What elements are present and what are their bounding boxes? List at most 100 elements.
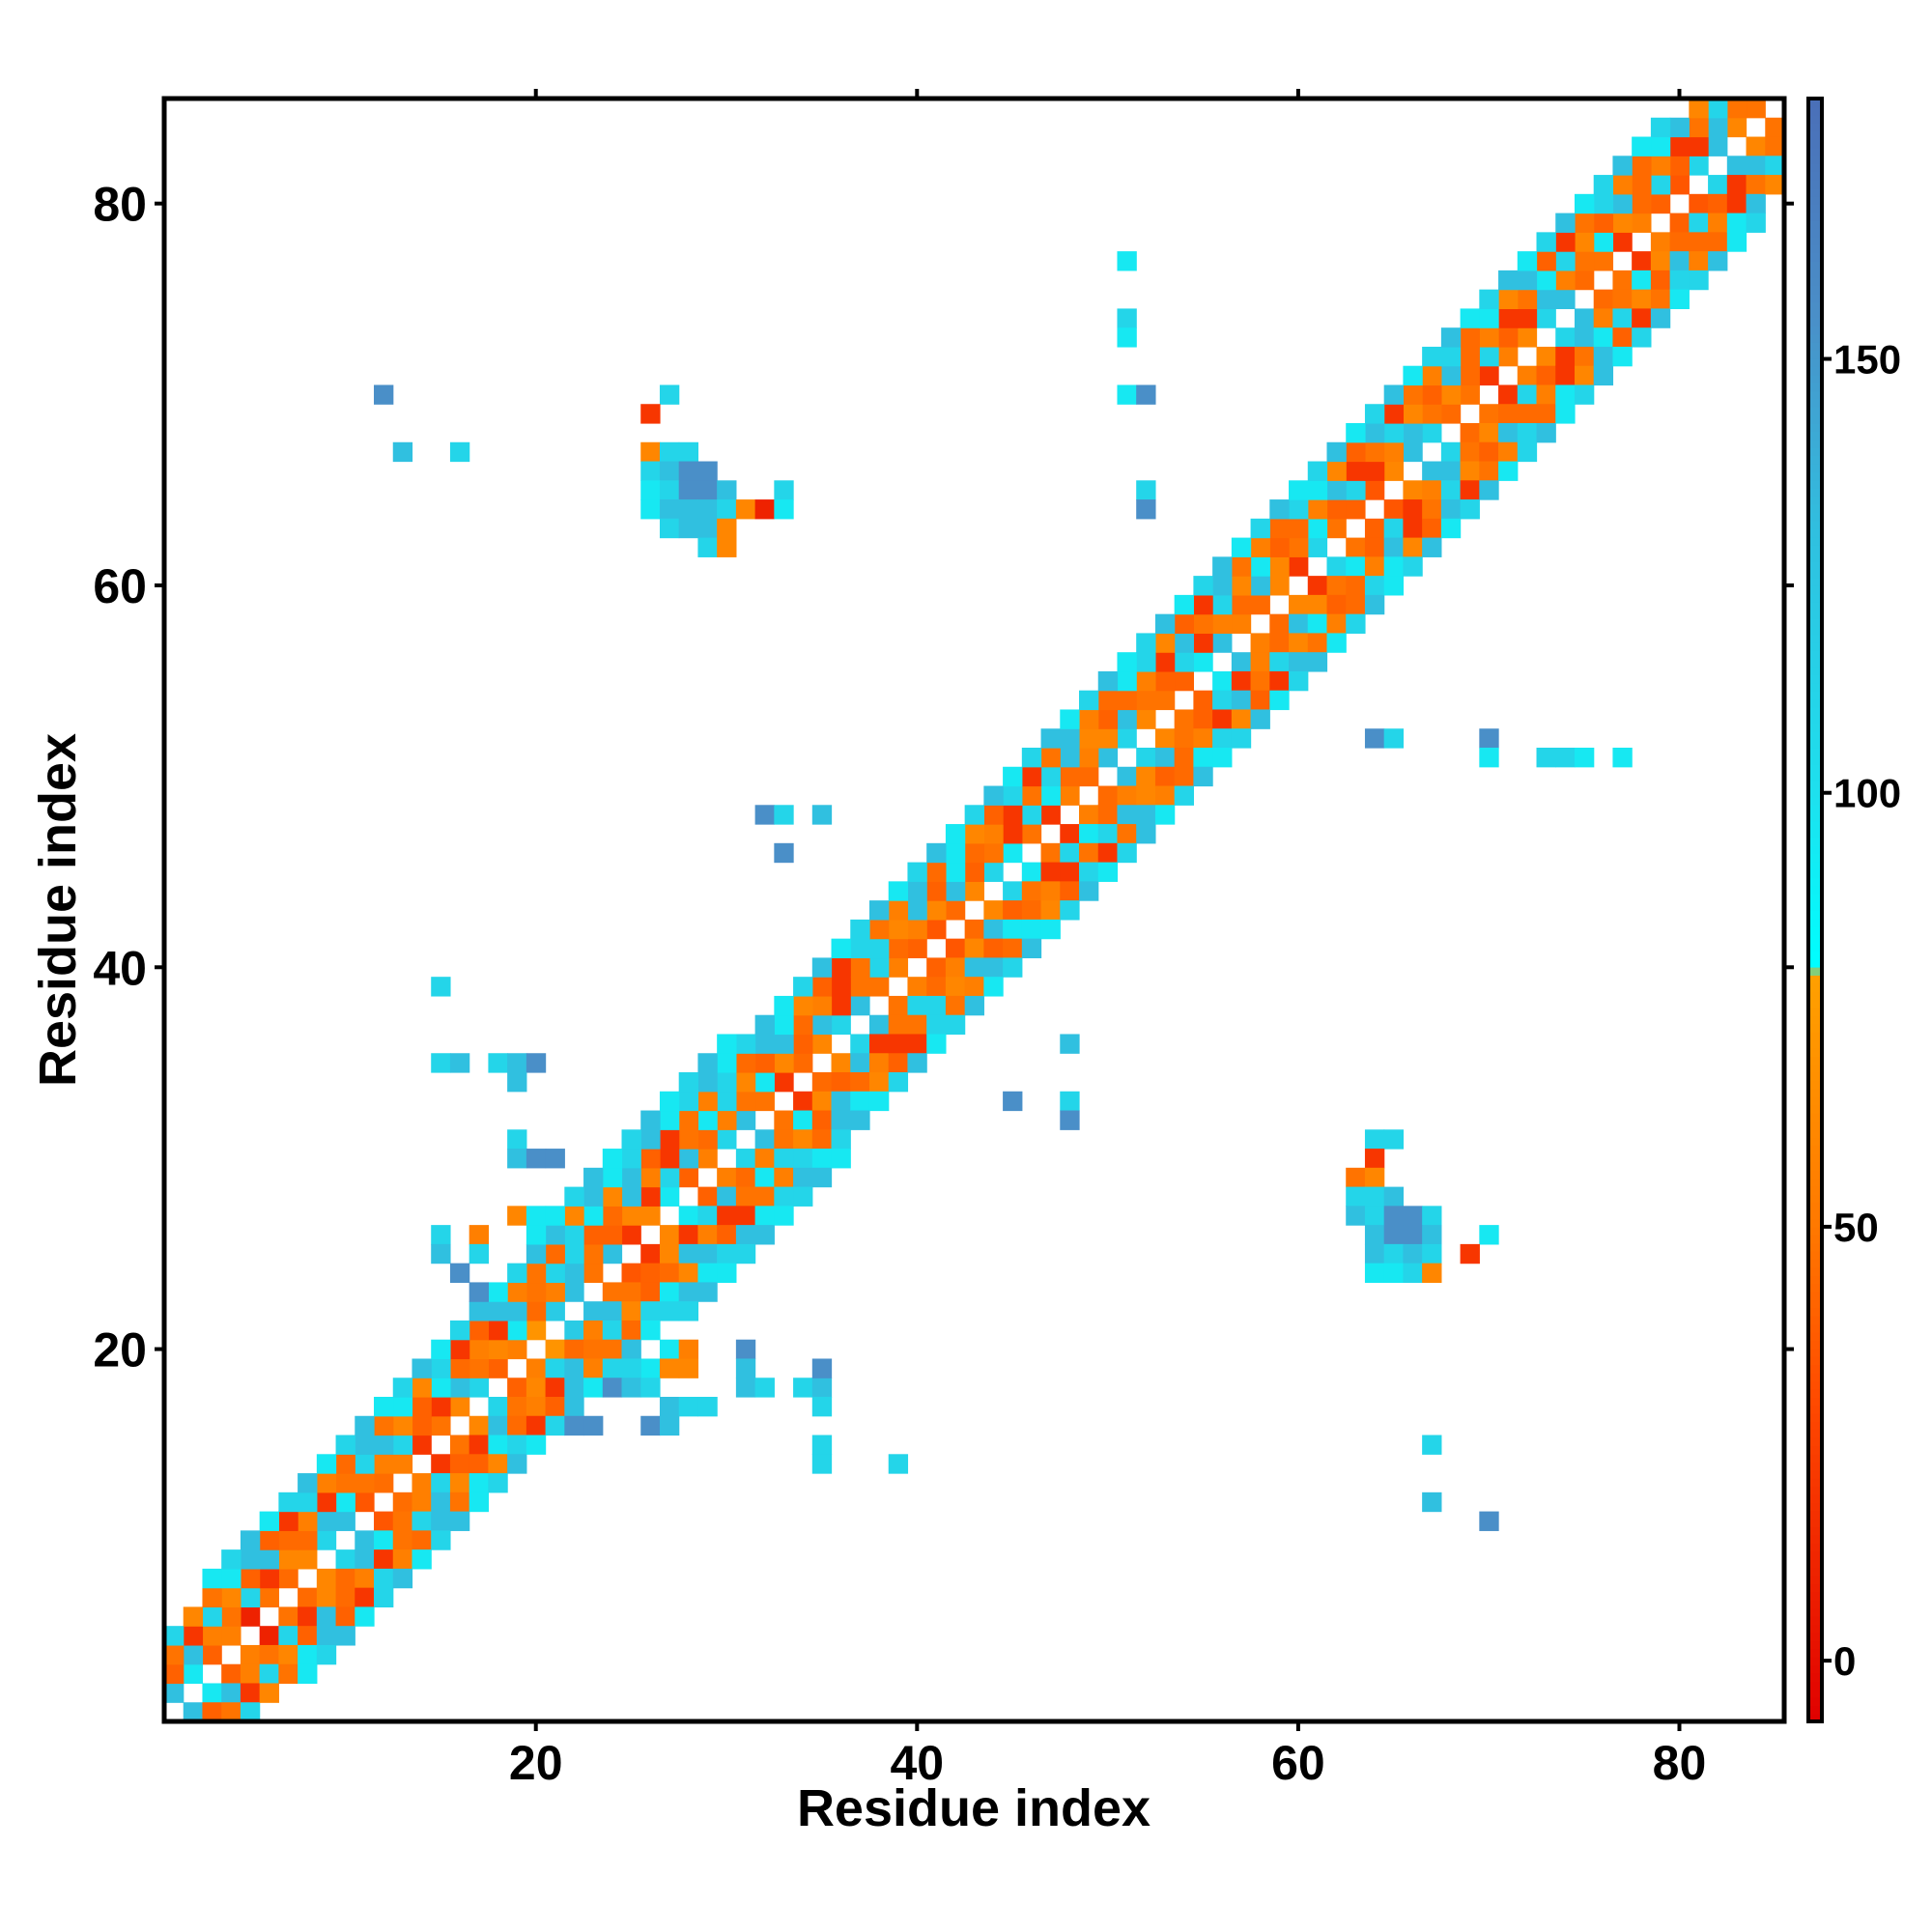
- heatmap-cell: [392, 1549, 413, 1570]
- heatmap-cell: [697, 480, 718, 500]
- heatmap-cell: [583, 1167, 604, 1188]
- heatmap-cell: [735, 499, 756, 520]
- heatmap-cell: [678, 1110, 699, 1130]
- colorbar-segment: [1808, 691, 1822, 700]
- colorbar-segment: [1808, 414, 1822, 424]
- heatmap-cell: [1498, 289, 1519, 310]
- heatmap-cell: [1517, 441, 1538, 463]
- colorbar-segment: [1808, 1526, 1822, 1536]
- heatmap-cell: [1460, 480, 1480, 500]
- heatmap-cell: [754, 1167, 775, 1188]
- heatmap-cell: [1326, 461, 1347, 481]
- colorbar-segment: [1808, 1331, 1822, 1341]
- heatmap-cell: [1117, 766, 1137, 787]
- heatmap-cell: [811, 1034, 833, 1054]
- heatmap-cell: [545, 1243, 565, 1264]
- colorbar-segment: [1808, 252, 1822, 262]
- heatmap-cell: [774, 1186, 794, 1207]
- heatmap-cell: [850, 1072, 870, 1093]
- colorbar-segment: [1808, 1056, 1822, 1065]
- heatmap-cell: [811, 1091, 833, 1112]
- heatmap-cell: [507, 1149, 527, 1169]
- heatmap-cell: [564, 1243, 584, 1264]
- heatmap-cell: [964, 977, 984, 997]
- heatmap-cell: [1040, 748, 1061, 768]
- heatmap-cell: [1307, 518, 1328, 539]
- colorbar-segment: [1808, 901, 1822, 911]
- heatmap-cell: [1612, 346, 1633, 367]
- heatmap-cell: [774, 1034, 794, 1054]
- heatmap-cell: [659, 1339, 680, 1360]
- heatmap-cell: [926, 881, 947, 901]
- heatmap-cell: [1517, 365, 1538, 386]
- heatmap-cell: [1632, 213, 1652, 233]
- heatmap-cell: [1669, 117, 1690, 138]
- heatmap-cell: [1307, 576, 1328, 596]
- heatmap-cell: [1021, 938, 1042, 959]
- heatmap-cell: [1746, 175, 1766, 195]
- heatmap-cell: [1079, 728, 1099, 749]
- heatmap-cell: [1403, 1225, 1423, 1245]
- colorbar-segment: [1808, 261, 1822, 270]
- heatmap-cell: [1060, 728, 1080, 749]
- heatmap-cell: [1555, 232, 1576, 252]
- colorbar-segment: [1808, 1648, 1822, 1658]
- heatmap-cell: [431, 1511, 451, 1531]
- heatmap-cell: [602, 1378, 623, 1398]
- heatmap-cell: [298, 1492, 318, 1513]
- heatmap-cell: [1326, 633, 1347, 653]
- heatmap-cell: [392, 1568, 413, 1589]
- heatmap-cell: [1060, 785, 1080, 806]
- colorbar-segment: [1808, 1388, 1822, 1398]
- heatmap-cell: [526, 1358, 547, 1378]
- colorbar-segment: [1808, 163, 1822, 173]
- colorbar-segment: [1808, 560, 1822, 570]
- colorbar-segment: [1808, 1429, 1822, 1438]
- heatmap-cell: [1097, 670, 1119, 692]
- heatmap-cell: [1079, 824, 1099, 844]
- heatmap-cell: [564, 1339, 584, 1360]
- heatmap-cell: [1269, 576, 1290, 596]
- x-axis-ticks: 20 40 60 80: [509, 89, 1706, 1790]
- heatmap-cell: [1669, 156, 1690, 176]
- heatmap-cell: [1003, 1091, 1023, 1112]
- heatmap-cell: [1364, 441, 1385, 463]
- colorbar-segment: [1808, 1323, 1822, 1333]
- heatmap-cell: [811, 1129, 833, 1150]
- heatmap-cell: [1383, 537, 1405, 557]
- heatmap-cell: [1307, 499, 1328, 520]
- colorbar-segment: [1808, 894, 1822, 903]
- colorbar-segment: [1808, 1502, 1822, 1512]
- heatmap-cell: [374, 1530, 394, 1550]
- heatmap-cell: [735, 1149, 756, 1169]
- colorbar-segment: [1808, 667, 1822, 676]
- heatmap-cell: [926, 862, 947, 882]
- heatmap-cell: [1383, 423, 1405, 443]
- heatmap-cell: [412, 1492, 432, 1513]
- heatmap-cell: [754, 1206, 775, 1226]
- heatmap-cell: [1326, 576, 1347, 596]
- heatmap-cell: [983, 824, 1004, 844]
- heatmap-cell: [1383, 518, 1405, 539]
- heatmap-cell: [640, 404, 661, 424]
- heatmap-cell: [298, 1626, 318, 1646]
- y-axis-label: Residue index: [29, 733, 87, 1087]
- heatmap-cell: [202, 1702, 222, 1722]
- heatmap-cell: [640, 1358, 661, 1378]
- heatmap-cell: [1117, 785, 1137, 806]
- heatmap-cell: [1708, 213, 1728, 233]
- heatmap-cell: [1498, 423, 1519, 443]
- heatmap-cell: [564, 1320, 584, 1341]
- heatmap-cell: [774, 1206, 794, 1226]
- heatmap-cell: [888, 1053, 909, 1073]
- heatmap-cell: [1593, 308, 1614, 328]
- heatmap-cell: [1097, 690, 1119, 711]
- heatmap-cell: [717, 1034, 737, 1054]
- heatmap-cell: [202, 1626, 222, 1646]
- colorbar-segment: [1808, 236, 1822, 245]
- heatmap-cell: [640, 1167, 661, 1188]
- heatmap-cell: [431, 1530, 451, 1550]
- heatmap-cell: [678, 1206, 699, 1226]
- heatmap-cell: [1136, 709, 1156, 729]
- heatmap-cell: [240, 1587, 261, 1608]
